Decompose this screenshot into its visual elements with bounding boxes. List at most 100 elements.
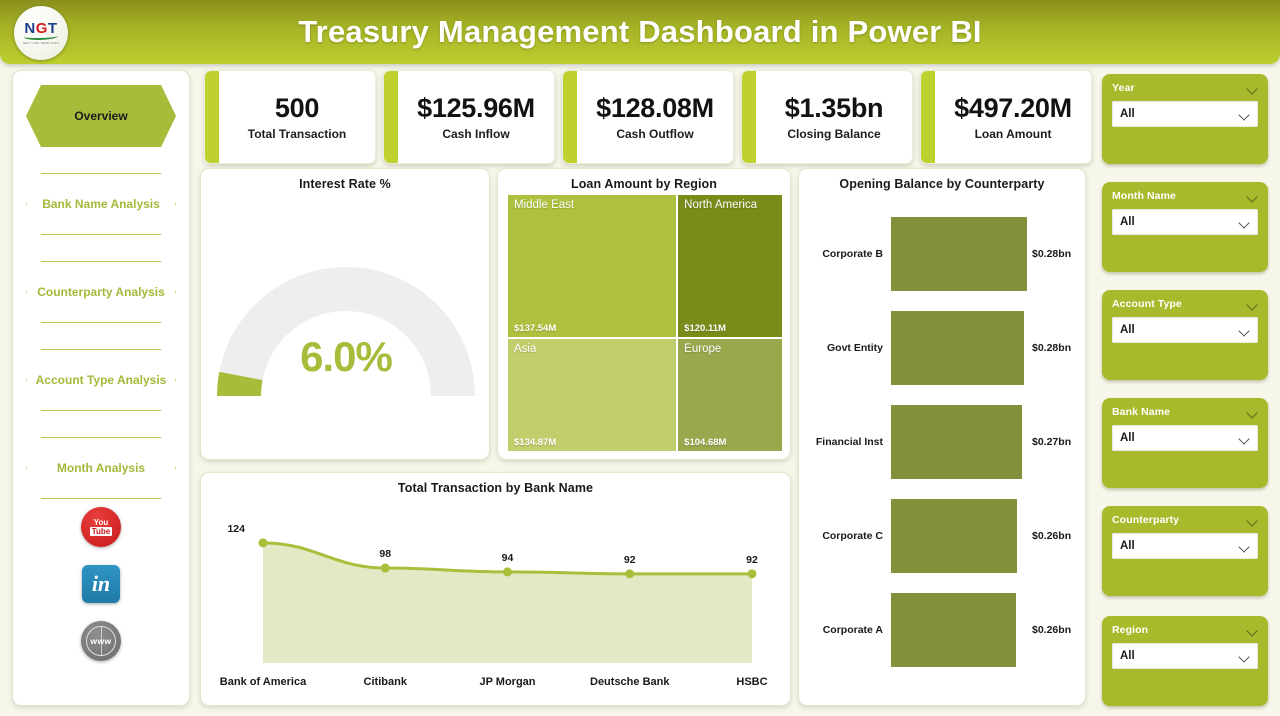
logo-subtitle: NEXT GEN TEMPLATES <box>22 42 60 45</box>
kpi-value: $497.20M <box>954 93 1072 123</box>
bar-fill <box>891 593 1017 667</box>
kpi-accent-bar <box>563 71 577 163</box>
chevron-down-icon <box>1239 435 1250 442</box>
treemap-chart: Middle East $137.54M North America $120.… <box>508 195 782 451</box>
area-chart[interactable]: 124 Bank of America 98 Citibank 94 JP Morgan 9… <box>201 495 792 700</box>
sidebar-item-account-type-analysis[interactable]: Account Type Analysis <box>26 349 176 411</box>
x-axis-tick-label: Deutsche Bank <box>590 676 670 688</box>
sidebar-item-overview[interactable]: Overview <box>26 85 176 147</box>
treemap-cell-label: Europe <box>684 343 722 356</box>
kpi-label: Cash Outflow <box>616 127 694 141</box>
gauge-svg <box>217 267 475 397</box>
slicer-value: All <box>1120 432 1135 444</box>
kpi-card-loan-amount[interactable]: $497.20M Loan Amount <box>920 70 1092 164</box>
slicer-value: All <box>1120 324 1135 336</box>
chevron-down-icon[interactable] <box>1247 85 1258 92</box>
total-transaction-panel: Total Transaction by Bank Name 124 Bank o… <box>200 472 791 706</box>
linkedin-icon[interactable]: in <box>82 565 120 603</box>
slicer-value: All <box>1120 108 1135 120</box>
website-text: www <box>90 636 112 646</box>
treemap-cell-label: Middle East <box>514 199 575 211</box>
treemap-cell-europe[interactable]: Europe $104.68M <box>678 339 782 451</box>
bar-category-label: Corporate C <box>822 530 883 542</box>
bar-chart: Corporate B $0.28bn Govt Entity $0.28bn … <box>799 217 1085 667</box>
bar-value-label: $0.27bn <box>1032 436 1072 448</box>
slicer-account-type[interactable]: Account Type All <box>1102 290 1268 380</box>
bar-category-label: Corporate B <box>822 248 883 260</box>
area-fill <box>263 542 752 663</box>
chevron-down-icon[interactable] <box>1247 517 1258 524</box>
chevron-down-icon[interactable] <box>1247 193 1258 200</box>
app-header: NGT NEXT GEN TEMPLATES Treasury Manageme… <box>0 0 1280 64</box>
slicer-counterparty[interactable]: Counterparty All <box>1102 506 1268 596</box>
slicer-bank-name[interactable]: Bank Name All <box>1102 398 1268 488</box>
slicer-region[interactable]: Region All <box>1102 616 1268 706</box>
bar-category-label: Corporate A <box>822 624 883 636</box>
slicer-dropdown[interactable]: All <box>1112 317 1258 343</box>
loan-by-region-panel: Loan Amount by Region Middle East $137.5… <box>497 168 791 460</box>
sidebar-item-counterparty-analysis[interactable]: Counterparty Analysis <box>26 261 176 323</box>
slicer-dropdown[interactable]: All <box>1112 533 1258 559</box>
slicer-label: Bank Name <box>1112 406 1171 418</box>
bar-row[interactable]: Financial Inst $0.27bn <box>805 405 1079 479</box>
data-point-marker <box>747 569 757 579</box>
kpi-accent-bar <box>205 71 219 163</box>
logo-text: NGT <box>24 20 58 37</box>
data-point-value-label: 98 <box>379 548 391 560</box>
treemap-cell-value: $137.54M <box>514 323 557 335</box>
kpi-label: Cash Inflow <box>442 127 510 141</box>
bar-row[interactable]: Govt Entity $0.28bn <box>805 311 1079 385</box>
sidebar-item-month-analysis[interactable]: Month Analysis <box>26 437 176 499</box>
sidebar: Overview Bank Name Analysis Counterparty… <box>12 70 190 706</box>
slicer-label: Region <box>1112 624 1149 636</box>
data-point-marker <box>625 569 635 579</box>
data-point-marker <box>258 538 268 548</box>
bar-fill <box>891 499 1018 573</box>
kpi-card-closing-balance[interactable]: $1.35bn Closing Balance <box>741 70 913 164</box>
chevron-down-icon <box>1239 219 1250 226</box>
slicer-dropdown[interactable]: All <box>1112 209 1258 235</box>
slicer-label: Month Name <box>1112 190 1176 202</box>
data-point-value-label: 94 <box>502 552 514 564</box>
treemap-cell-value: $120.11M <box>684 323 726 335</box>
slicer-dropdown[interactable]: All <box>1112 425 1258 451</box>
slicer-dropdown[interactable]: All <box>1112 101 1258 127</box>
bar-fill <box>891 405 1022 479</box>
kpi-card-total-transaction[interactable]: 500 Total Transaction <box>204 70 376 164</box>
bar-fill <box>891 217 1027 291</box>
gauge-chart[interactable]: 6.0% <box>201 191 491 449</box>
bar-row[interactable]: Corporate B $0.28bn <box>805 217 1079 291</box>
kpi-accent-bar <box>742 71 756 163</box>
chevron-down-icon[interactable] <box>1247 409 1258 416</box>
bar-value-label: $0.26bn <box>1032 530 1072 542</box>
x-axis-tick-label: JP Morgan <box>479 676 535 688</box>
youtube-top-text: You <box>93 518 109 527</box>
treemap-cell-middle-east[interactable]: Middle East $137.54M <box>508 195 677 338</box>
social-links: You Tube in www <box>13 507 189 661</box>
sidebar-item-bank-name-analysis[interactable]: Bank Name Analysis <box>26 173 176 235</box>
chevron-down-icon[interactable] <box>1247 627 1258 634</box>
treemap-cell-north-america[interactable]: North America $120.11M <box>678 195 782 338</box>
bar-fill <box>891 311 1025 385</box>
kpi-value: $128.08M <box>596 93 714 123</box>
gauge-fill <box>217 371 263 397</box>
treemap-cell-value: $104.68M <box>684 437 727 448</box>
treemap-cell-asia[interactable]: Asia $134.87M <box>508 339 677 451</box>
slicer-year[interactable]: Year All <box>1102 74 1268 164</box>
kpi-card-cash-outflow[interactable]: $128.08M Cash Outflow <box>562 70 734 164</box>
youtube-icon[interactable]: You Tube <box>81 507 121 547</box>
slicer-dropdown[interactable]: All <box>1112 643 1258 669</box>
bar-row[interactable]: Corporate A $0.26bn <box>805 593 1079 667</box>
slicer-month-name[interactable]: Month Name All <box>1102 182 1268 272</box>
sidebar-item-label: Account Type Analysis <box>35 373 167 387</box>
website-icon[interactable]: www <box>81 621 121 661</box>
chevron-down-icon[interactable] <box>1247 301 1258 308</box>
chart-title: Total Transaction by Bank Name <box>397 481 594 495</box>
bar-row[interactable]: Corporate C $0.26bn <box>805 499 1079 573</box>
kpi-card-cash-inflow[interactable]: $125.96M Cash Inflow <box>383 70 555 164</box>
data-point-value-label: 92 <box>624 554 636 566</box>
kpi-label: Total Transaction <box>247 127 347 141</box>
slicer-label: Year <box>1112 82 1135 94</box>
kpi-accent-bar <box>384 71 398 163</box>
